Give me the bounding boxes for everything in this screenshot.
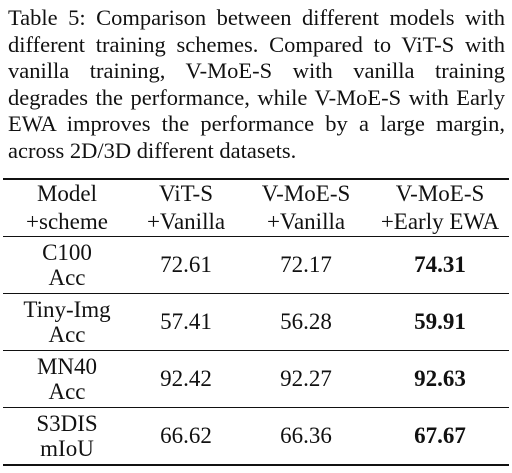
header-vit-s: ViT-S [131,178,241,208]
results-table: Model ViT-S V-MoE-S V-MoE-S +scheme +Van… [3,178,509,466]
dataset-name: S3DIS [36,410,98,436]
header-vanilla-1: +Vanilla [131,208,241,237]
vmoe-ewa-value: 92.63 [371,350,509,408]
vit-s-value: 72.61 [131,236,241,294]
table-row: S3DIS mIoU 66.62 66.36 67.67 [3,407,509,466]
vmoe-vanilla-value: 56.28 [241,293,371,351]
vmoe-ewa-value: 67.67 [371,407,509,466]
dataset-cell: C100 Acc [3,236,131,294]
metric-name: Acc [48,322,86,347]
header-vmoe-s-ewa: V-MoE-S [371,178,509,208]
table-row: MN40 Acc 92.42 92.27 92.63 [3,350,509,408]
metric-name: Acc [48,379,86,404]
vit-s-value: 66.62 [131,407,241,466]
header-scheme: +scheme [3,208,131,237]
metric-name: Acc [48,265,86,290]
table-row: C100 Acc 72.61 72.17 74.31 [3,236,509,294]
table-caption: Table 5: Comparison between different mo… [8,5,505,163]
header-early-ewa: +Early EWA [371,208,509,237]
vmoe-ewa-value: 74.31 [371,236,509,294]
dataset-cell: Tiny-Img Acc [3,293,131,351]
vit-s-value: 57.41 [131,293,241,351]
header-vanilla-2: +Vanilla [241,208,371,237]
vmoe-vanilla-value: 72.17 [241,236,371,294]
header-row-2: +scheme +Vanilla +Vanilla +Early EWA [3,208,509,237]
vit-s-value: 92.42 [131,350,241,408]
metric-name: mIoU [40,436,94,461]
header-model: Model [3,178,131,208]
dataset-cell: MN40 Acc [3,350,131,408]
dataset-name: Tiny-Img [23,296,111,322]
dataset-cell: S3DIS mIoU [3,407,131,466]
header-vmoe-s-vanilla: V-MoE-S [241,178,371,208]
dataset-name: MN40 [36,353,98,379]
header-row-1: Model ViT-S V-MoE-S V-MoE-S [3,178,509,208]
vmoe-vanilla-value: 66.36 [241,407,371,466]
table-row: Tiny-Img Acc 57.41 56.28 59.91 [3,293,509,351]
vmoe-vanilla-value: 92.27 [241,350,371,408]
vmoe-ewa-value: 59.91 [371,293,509,351]
dataset-name: C100 [42,239,92,265]
